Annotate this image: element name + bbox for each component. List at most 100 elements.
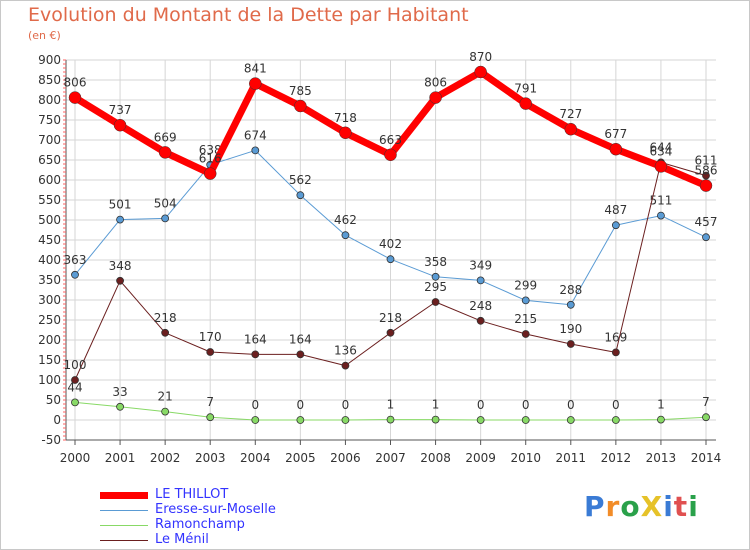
data-point-eresse-sur-moselle	[611, 221, 620, 230]
data-label-le-thillot: 841	[244, 62, 267, 76]
y-tick-label: 900	[38, 53, 61, 67]
data-label-le-thillot: 727	[559, 107, 582, 121]
x-tick-label: 2009	[465, 451, 496, 465]
data-point-le-thillot	[384, 148, 397, 162]
data-point-le-m-nil	[296, 350, 305, 359]
chart-title: Evolution du Montant de la Dette par Hab…	[28, 4, 469, 26]
y-tick-label: 400	[38, 253, 61, 267]
data-label-eresse-sur-moselle: 457	[695, 215, 718, 229]
data-point-eresse-sur-moselle	[566, 300, 575, 309]
logo-letter: t	[673, 490, 689, 523]
y-tick-label: 100	[38, 373, 61, 387]
data-point-le-m-nil	[341, 361, 350, 370]
data-label-ramonchamp: 7	[702, 395, 710, 409]
data-point-le-thillot	[158, 146, 172, 159]
data-point-eresse-sur-moselle	[431, 272, 440, 281]
data-point-le-thillot	[429, 91, 442, 104]
data-label-eresse-sur-moselle: 358	[424, 255, 447, 269]
data-label-le-thillot: 634	[649, 144, 672, 158]
data-label-ramonchamp: 0	[477, 398, 485, 412]
data-label-eresse-sur-moselle: 674	[244, 128, 267, 142]
y-tick-label: 0	[53, 413, 61, 427]
legend-label: Ramonchamp	[155, 517, 245, 532]
data-point-eresse-sur-moselle	[476, 276, 485, 285]
x-tick-label: 2003	[195, 451, 226, 465]
data-label-ramonchamp: 44	[67, 380, 82, 394]
data-point-le-thillot	[294, 99, 307, 113]
data-label-le-m-nil: 218	[154, 311, 177, 325]
y-tick-label: 750	[38, 113, 61, 127]
data-point-ramonchamp	[566, 416, 575, 424]
data-label-ramonchamp: 21	[158, 390, 173, 404]
y-tick-label: 350	[38, 273, 61, 287]
data-point-le-thillot	[699, 179, 713, 192]
y-tick-label: 500	[38, 213, 61, 227]
data-point-le-m-nil	[611, 348, 620, 357]
data-point-le-m-nil	[521, 330, 530, 338]
data-label-le-m-nil: 295	[424, 280, 447, 294]
data-point-eresse-sur-moselle	[521, 296, 530, 305]
data-label-le-thillot: 791	[514, 82, 537, 96]
y-tick-label: 300	[38, 293, 61, 307]
data-label-le-m-nil: 164	[244, 332, 267, 346]
data-label-ramonchamp: 0	[522, 398, 530, 412]
data-label-ramonchamp: 1	[432, 398, 440, 412]
x-tick-label: 2007	[375, 451, 406, 465]
x-tick-label: 2000	[60, 451, 91, 465]
legend-swatch	[100, 509, 148, 511]
data-point-ramonchamp	[521, 416, 530, 424]
y-tick-label: 800	[38, 93, 61, 107]
logo-letter: i	[663, 490, 674, 523]
data-point-eresse-sur-moselle	[657, 211, 665, 220]
data-label-le-thillot: 785	[289, 84, 312, 98]
data-point-le-m-nil	[116, 276, 124, 285]
data-label-le-m-nil: 136	[334, 344, 357, 358]
data-label-eresse-sur-moselle: 402	[379, 237, 402, 251]
data-point-le-m-nil	[71, 376, 79, 384]
data-label-eresse-sur-moselle: 487	[604, 203, 627, 217]
data-point-eresse-sur-moselle	[116, 215, 124, 224]
data-point-le-m-nil	[476, 316, 485, 325]
data-label-le-thillot: 870	[469, 50, 492, 64]
data-point-eresse-sur-moselle	[702, 233, 710, 242]
data-label-le-m-nil: 215	[514, 312, 537, 326]
data-point-eresse-sur-moselle	[251, 146, 260, 155]
legend-swatch	[100, 524, 148, 526]
data-label-le-thillot: 737	[109, 103, 132, 117]
data-point-ramonchamp	[71, 398, 79, 407]
data-label-ramonchamp: 0	[297, 398, 305, 412]
data-label-ramonchamp: 0	[612, 398, 620, 412]
x-tick-label: 2010	[510, 451, 541, 465]
data-point-ramonchamp	[611, 416, 620, 424]
data-label-le-m-nil: 169	[604, 330, 627, 344]
data-label-le-thillot: 663	[379, 133, 402, 147]
data-point-ramonchamp	[386, 415, 395, 424]
data-label-le-thillot: 677	[604, 127, 627, 141]
y-tick-label: 150	[38, 353, 61, 367]
x-tick-label: 2005	[285, 451, 316, 465]
data-label-le-m-nil: 190	[559, 322, 582, 336]
data-point-ramonchamp	[431, 415, 440, 424]
y-tick-label: 550	[38, 193, 61, 207]
data-point-ramonchamp	[296, 416, 305, 424]
data-label-eresse-sur-moselle: 462	[334, 213, 357, 227]
data-label-le-m-nil: 348	[109, 259, 132, 273]
data-point-ramonchamp	[251, 416, 260, 424]
data-label-le-thillot: 718	[334, 111, 357, 125]
data-point-le-thillot	[113, 118, 127, 132]
logo-letter: i	[688, 490, 699, 523]
data-point-le-thillot	[474, 65, 487, 79]
data-point-eresse-sur-moselle	[341, 231, 350, 240]
data-label-le-m-nil: 218	[379, 311, 402, 325]
data-label-ramonchamp: 33	[112, 385, 127, 399]
data-point-le-m-nil	[431, 298, 440, 306]
data-point-le-m-nil	[206, 348, 215, 356]
data-point-eresse-sur-moselle	[71, 270, 79, 279]
logo-letter: r	[605, 490, 621, 523]
legend-swatch	[100, 539, 148, 541]
chart-unit: (en €)	[28, 29, 61, 42]
data-label-ramonchamp: 0	[567, 398, 575, 412]
data-label-ramonchamp: 0	[251, 398, 259, 412]
data-point-eresse-sur-moselle	[386, 255, 395, 264]
y-tick-label: 200	[38, 333, 61, 347]
